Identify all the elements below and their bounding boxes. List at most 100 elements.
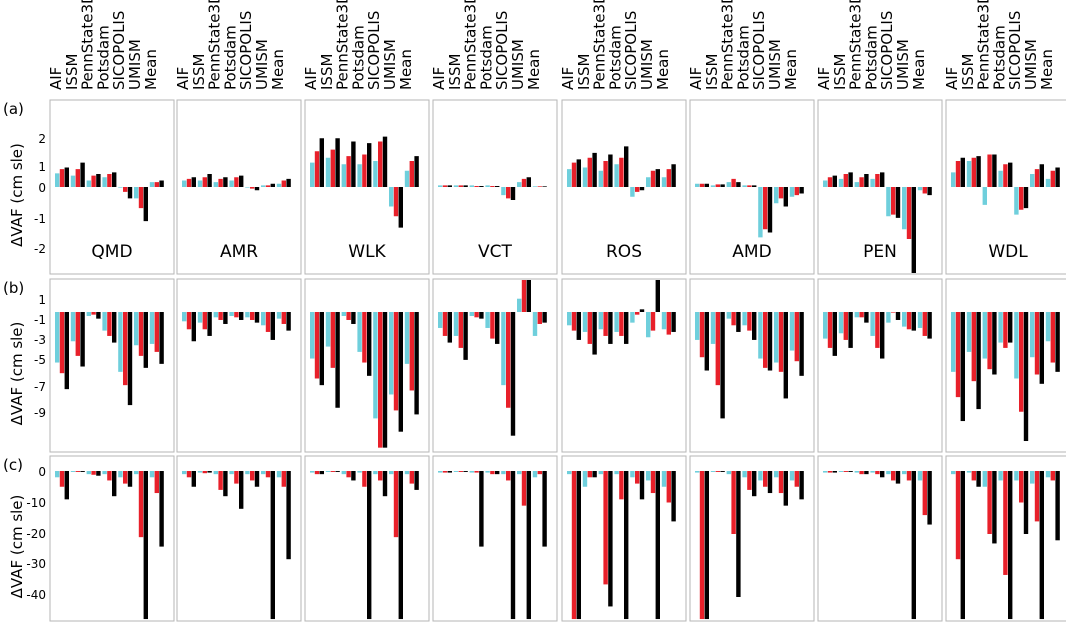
model-label-potsdam: Potsdam xyxy=(862,25,880,90)
model-label-pennstate3d: PennState3D xyxy=(206,0,224,90)
panel-frame xyxy=(176,99,302,275)
panel-frame xyxy=(817,278,943,453)
bar-potsdam-s1 xyxy=(102,471,107,475)
bar-umism-s2 xyxy=(1034,312,1040,375)
bar-potsdam-s3 xyxy=(112,312,117,343)
bar-aif-s1 xyxy=(567,169,572,187)
bar-umism-s1 xyxy=(134,471,139,475)
bar-aif-s3 xyxy=(576,312,581,340)
bar-mean-s3 xyxy=(927,471,932,525)
region-label: AMR xyxy=(220,242,258,262)
bar-mean-s2 xyxy=(409,312,414,391)
bar-pennstate3d-s3 xyxy=(96,312,101,319)
bar-issm-s2 xyxy=(202,471,207,474)
bar-potsdam-s3 xyxy=(752,312,757,340)
y-tick-label: -30 xyxy=(26,557,46,571)
bar-potsdam-s3 xyxy=(1008,162,1013,187)
bar-umism-s3 xyxy=(655,169,660,187)
bar-sicopolis-s2 xyxy=(1019,471,1024,503)
bar-potsdam-s1 xyxy=(485,185,490,187)
panel-frame xyxy=(945,278,1066,453)
bar-potsdam-s1 xyxy=(998,471,1003,481)
model-label-pennstate3d: PennState3D xyxy=(847,0,865,90)
bar-potsdam-s1 xyxy=(870,178,875,187)
bar-pennstate3d-s2 xyxy=(474,312,479,318)
bar-issm-s2 xyxy=(587,471,592,478)
bar-umism-s3 xyxy=(398,471,403,620)
bar-aif-s1 xyxy=(438,471,443,473)
bar-sicopolis-s3 xyxy=(1023,187,1029,209)
bar-mean-s1 xyxy=(661,177,667,187)
bar-potsdam-s2 xyxy=(1003,312,1008,348)
model-label-pennstate3d: PennState3D xyxy=(591,0,609,90)
bar-pennstate3d-s2 xyxy=(218,178,223,187)
bar-potsdam-s2 xyxy=(107,174,112,187)
bar-mean-s2 xyxy=(794,187,799,196)
bar-mean-s3 xyxy=(542,186,547,187)
bar-issm-s3 xyxy=(720,312,725,419)
bar-potsdam-s1 xyxy=(485,471,490,473)
bar-sicopolis-s3 xyxy=(254,187,260,191)
bar-sicopolis-s2 xyxy=(506,471,511,481)
bar-pennstate3d-s3 xyxy=(608,471,613,607)
bar-pennstate3d-s3 xyxy=(736,182,741,187)
bar-sicopolis-s1 xyxy=(245,187,250,188)
bar-issm-s1 xyxy=(582,167,588,187)
bar-sicopolis-s2 xyxy=(891,471,896,481)
bar-sicopolis-s3 xyxy=(895,471,901,484)
bar-aif-s1 xyxy=(695,312,700,340)
bar-potsdam-s2 xyxy=(490,312,495,339)
model-label-mean: Mean xyxy=(782,49,800,90)
bar-potsdam-s2 xyxy=(107,312,112,336)
bar-pennstate3d-s3 xyxy=(992,312,997,375)
bar-umism-s1 xyxy=(389,312,394,395)
bar-aif-s1 xyxy=(55,312,60,363)
bar-umism-s3 xyxy=(1039,471,1044,620)
bar-pennstate3d-s3 xyxy=(351,312,356,324)
bar-potsdam-s3 xyxy=(239,471,244,509)
panel-frame xyxy=(432,99,558,275)
bar-potsdam-s1 xyxy=(998,170,1003,187)
bar-aif-s3 xyxy=(319,138,324,187)
bar-issm-s2 xyxy=(202,312,207,330)
region-label: AMD xyxy=(732,242,771,262)
bar-potsdam-s2 xyxy=(747,471,752,490)
bar-issm-s3 xyxy=(592,152,597,187)
panel-frame xyxy=(176,278,302,453)
panel-1-wdl xyxy=(945,278,1066,453)
panel-frame xyxy=(689,455,815,622)
bar-mean-s1 xyxy=(276,471,282,478)
bar-umism-s3 xyxy=(783,187,788,207)
bar-pennstate3d-s2 xyxy=(474,471,479,473)
bar-umism-s1 xyxy=(1030,471,1035,484)
bar-aif-s2 xyxy=(314,312,320,379)
bar-mean-s3 xyxy=(159,471,164,547)
bar-pennstate3d-s3 xyxy=(608,154,613,187)
bar-sicopolis-s1 xyxy=(1014,471,1019,481)
bar-issm-s2 xyxy=(458,312,463,348)
bar-potsdam-s2 xyxy=(234,177,239,187)
bar-umism-s2 xyxy=(138,187,144,209)
bar-issm-s1 xyxy=(710,471,716,472)
bar-mean-s2 xyxy=(409,471,414,484)
bar-issm-s2 xyxy=(75,312,80,356)
bar-umism-s3 xyxy=(911,471,916,620)
bar-pennstate3d-s1 xyxy=(213,312,218,318)
bar-mean-s3 xyxy=(799,187,804,194)
bar-issm-s1 xyxy=(582,312,588,332)
bar-potsdam-s2 xyxy=(234,312,239,318)
panel-0-qmd: QMD xyxy=(49,99,175,275)
bar-mean-s3 xyxy=(1055,312,1060,372)
bar-issm-s2 xyxy=(971,312,976,382)
bar-pennstate3d-s1 xyxy=(982,312,987,359)
bar-sicopolis-s2 xyxy=(506,312,511,408)
bar-aif-s3 xyxy=(447,185,452,187)
bar-umism-s3 xyxy=(270,471,275,620)
bar-pennstate3d-s2 xyxy=(346,156,351,187)
bar-umism-s2 xyxy=(906,312,912,330)
bar-sicopolis-s1 xyxy=(118,312,123,372)
bar-potsdam-s1 xyxy=(998,312,1003,343)
panel-frame xyxy=(945,455,1066,622)
bar-mean-s1 xyxy=(1045,312,1051,342)
bar-pennstate3d-s2 xyxy=(859,312,864,318)
